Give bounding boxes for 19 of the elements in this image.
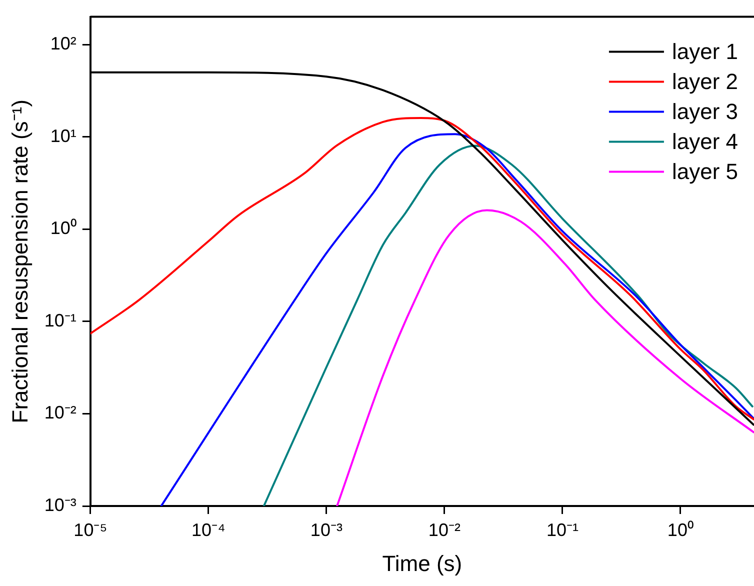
x-tick-label: 10⁻⁵ <box>74 520 108 540</box>
x-tick-label: 10⁻³ <box>310 520 342 540</box>
x-tick-label: 10⁻² <box>428 520 460 540</box>
x-axis-title: Time (s) <box>382 550 462 576</box>
y-axis-title: Fractional resuspension rate (s⁻¹) <box>7 100 32 424</box>
legend-label: layer 2 <box>672 68 738 94</box>
x-tick-label: 10⁻⁴ <box>192 520 226 540</box>
x-tick-label: 10⁰ <box>667 520 694 540</box>
x-tick-label: 10⁻¹ <box>546 520 578 540</box>
y-tick-label: 10⁰ <box>50 218 76 238</box>
legend-label: layer 1 <box>672 38 738 64</box>
legend-label: layer 4 <box>672 128 738 154</box>
y-tick-label: 10⁻² <box>44 402 76 423</box>
y-tick-label: 10¹ <box>50 126 76 146</box>
y-tick-label: 10² <box>50 34 76 54</box>
y-tick-label: 10⁻³ <box>44 494 76 515</box>
y-tick-label: 10⁻¹ <box>44 310 76 330</box>
legend-label: layer 5 <box>672 158 738 184</box>
legend-label: layer 3 <box>672 98 738 124</box>
